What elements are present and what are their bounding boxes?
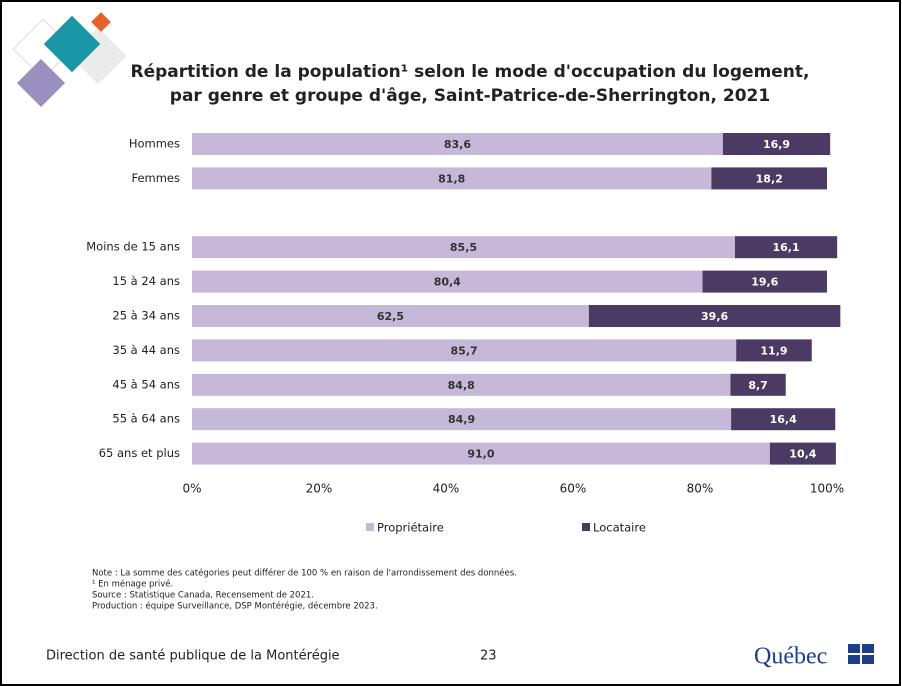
bar-segment (192, 167, 712, 190)
x-tick-label: 80% (687, 482, 714, 496)
bar-segment (702, 270, 827, 293)
y-tick-label: 65 ans et plus (99, 446, 180, 460)
y-tick-label: 15 à 24 ans (112, 274, 180, 288)
chart-title: par genre et groupe d'âge, Saint-Patrice… (170, 86, 770, 106)
value-label: 16,1 (772, 241, 799, 254)
bar-segment (736, 339, 812, 362)
logo-flag (848, 644, 874, 664)
value-label: 11,9 (760, 344, 787, 357)
value-label: 16,4 (770, 413, 797, 426)
legend-swatch (582, 523, 590, 531)
y-tick-label: Femmes (131, 171, 180, 185)
bar-segment (192, 339, 737, 362)
value-label: 18,2 (756, 172, 783, 185)
value-label: 80,4 (434, 276, 461, 289)
value-label: 62,5 (377, 310, 404, 323)
decor-logo (12, 12, 127, 108)
value-label: 83,6 (444, 138, 471, 151)
value-label: 91,0 (467, 448, 494, 461)
value-label: 16,9 (763, 138, 790, 151)
bar-segment (731, 408, 836, 431)
value-label: 85,7 (451, 344, 478, 357)
x-tick-label: 0% (182, 482, 201, 496)
value-label: 8,7 (748, 379, 768, 392)
bar-segment (192, 305, 589, 327)
x-tick-label: 40% (433, 482, 460, 496)
bar-segment (192, 373, 731, 396)
footer-organization: Direction de santé publique de la Montér… (46, 649, 340, 664)
bar-segment (192, 408, 732, 431)
logo-text: Québec (754, 644, 827, 670)
bar-segment (588, 305, 841, 327)
bar-segment (711, 167, 827, 190)
note: Production : équipe Surveillance, DSP Mo… (92, 601, 378, 612)
bar-segment (734, 236, 838, 259)
y-tick-label: 25 à 34 ans (112, 309, 180, 323)
value-label: 81,8 (438, 172, 465, 185)
value-label: 10,4 (789, 448, 816, 461)
x-tick-label: 100% (810, 482, 844, 496)
bar-segment (722, 133, 831, 155)
y-tick-label: 45 à 54 ans (112, 377, 180, 391)
legend-swatch (366, 523, 374, 531)
note: ¹ En ménage privé. (92, 579, 173, 590)
bar-segment (192, 236, 735, 259)
bar-segment (730, 373, 786, 396)
value-label: 85,5 (450, 241, 477, 254)
bar-segment (192, 442, 770, 465)
x-tick-label: 60% (560, 482, 587, 496)
y-tick-label: 55 à 64 ans (112, 412, 180, 426)
bar-segment (769, 442, 836, 465)
y-tick-label: Hommes (129, 137, 180, 151)
bar-segment (192, 270, 703, 293)
bar-segment (192, 133, 723, 155)
page-number: 23 (480, 649, 497, 664)
note: Note : La somme des catégories peut diff… (92, 568, 517, 579)
x-tick-label: 20% (306, 482, 333, 496)
note: Source : Statistique Canada, Recensement… (92, 591, 314, 601)
legend-label: Locataire (593, 521, 646, 535)
value-label: 39,6 (701, 310, 728, 323)
value-label: 84,8 (448, 379, 475, 392)
legend-label: Propriétaire (377, 521, 444, 535)
chart-title: Répartition de la population¹ selon le m… (131, 62, 810, 82)
value-label: 19,6 (751, 276, 778, 289)
value-label: 84,9 (448, 413, 475, 426)
y-tick-label: 35 à 44 ans (112, 343, 180, 357)
y-tick-label: Moins de 15 ans (86, 240, 180, 254)
